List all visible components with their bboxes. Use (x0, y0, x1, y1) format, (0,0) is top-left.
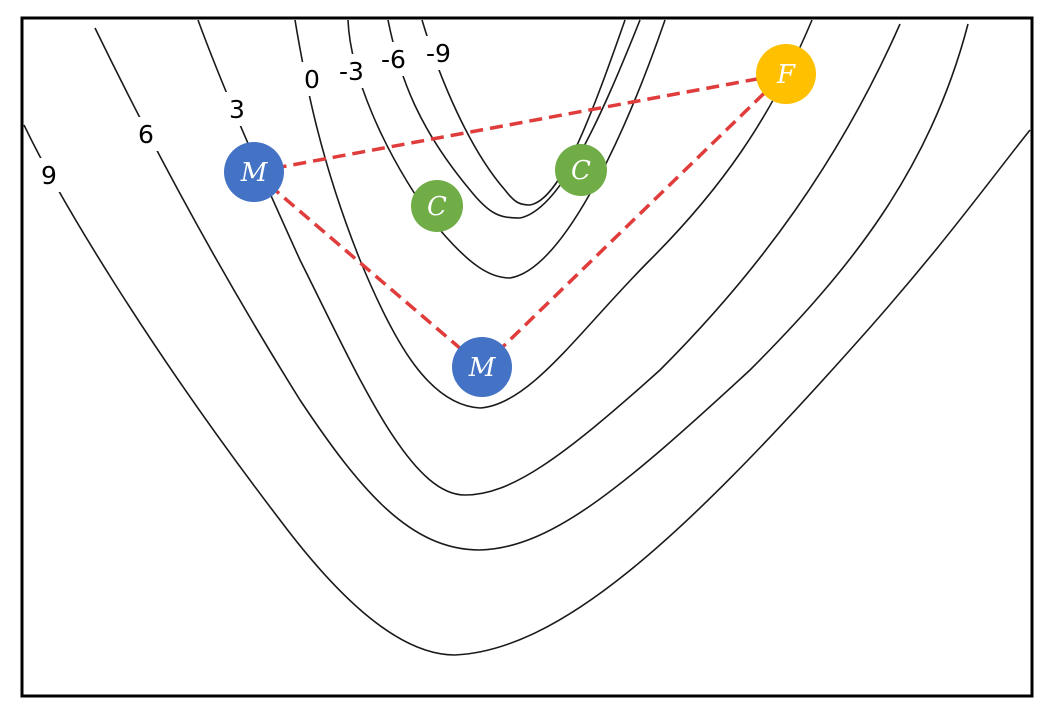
contour-labels: 9 6 3 0 -3 -6 -9 (38, 36, 461, 192)
link-m-top-to-m-bottom (252, 170, 484, 369)
contour-line-0 (294, 19, 813, 409)
link-m-bottom-to-f (480, 72, 786, 369)
contour-label-neg-9: -9 (426, 39, 451, 68)
contour-line-6 (94, 23, 969, 551)
node-m-bottom-circle (452, 337, 512, 397)
diagram-frame (20, 16, 1034, 698)
contour-label-9: 9 (41, 161, 57, 190)
nodes: M M C C F (224, 44, 816, 397)
node-f: F (756, 44, 816, 104)
contour-label-6: 6 (138, 120, 154, 149)
node-c-right-circle (555, 144, 607, 196)
connection-lines (252, 72, 786, 369)
node-m-bottom-label: M (468, 353, 497, 383)
contour-line-9 (23, 124, 1031, 656)
node-c-right-label: C (571, 156, 591, 186)
node-m-top: M (224, 142, 284, 202)
node-c-left-circle (411, 180, 463, 232)
contour-line-neg-9 (421, 19, 626, 206)
contour-label-3: 3 (229, 95, 245, 124)
node-c-right: C (555, 144, 607, 196)
node-m-bottom: M (452, 337, 512, 397)
contour-line-neg-6 (387, 19, 641, 219)
node-c-left: C (411, 180, 463, 232)
node-c-left-label: C (427, 192, 447, 222)
contour-label-neg-3: -3 (339, 57, 364, 86)
contour-label-neg-6: -6 (381, 45, 406, 74)
node-f-label: F (776, 60, 796, 90)
node-m-top-circle (224, 142, 284, 202)
contour-label-0: 0 (304, 65, 320, 94)
node-m-top-label: M (240, 158, 269, 188)
link-m-top-to-f (253, 72, 785, 174)
node-f-circle (756, 44, 816, 104)
